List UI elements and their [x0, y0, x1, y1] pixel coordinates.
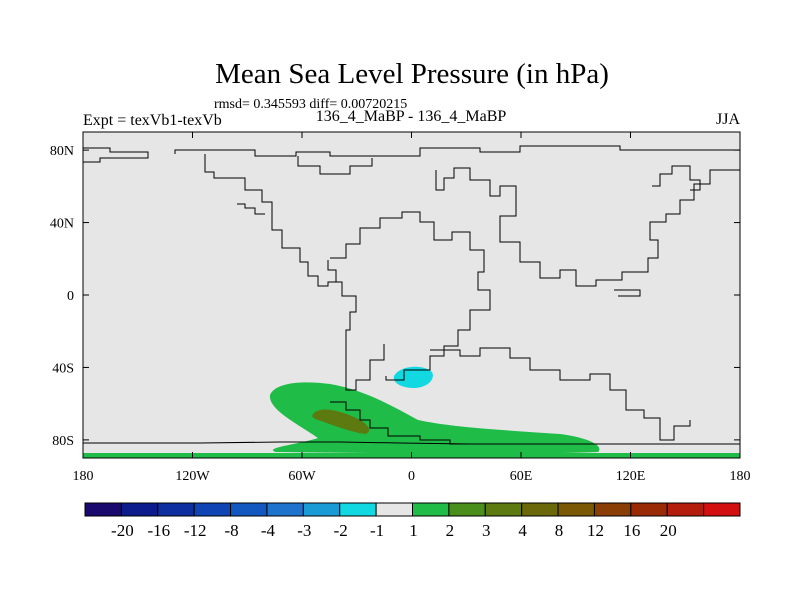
colorbar-swatch	[339, 502, 377, 517]
colorbar-label: -16	[147, 521, 170, 540]
colorbar-label: 12	[587, 521, 604, 540]
coastline-northern-land	[83, 147, 149, 163]
coastline-islands-b	[614, 289, 641, 297]
coastline-africa	[330, 211, 491, 381]
x-tick-label: 120E	[616, 469, 646, 484]
colorbar-swatch	[593, 502, 632, 517]
colorbar-swatch	[157, 502, 195, 517]
y-tick-label: 80S	[52, 434, 74, 449]
colorbar-label: -8	[224, 521, 238, 540]
coastline-east-asia	[652, 165, 701, 191]
x-tick-label: 180	[73, 469, 94, 484]
coastline-australia-antarctic-margin	[430, 347, 691, 441]
colorbar-swatch	[703, 502, 741, 517]
map-background	[83, 132, 740, 458]
colorbar-swatch	[448, 502, 486, 517]
coastlines	[83, 145, 740, 445]
coastline-antarctica	[330, 401, 470, 445]
colorbar-swatch	[521, 502, 559, 517]
center-label: 136_4_MaBP - 136_4_MaBP	[316, 108, 507, 125]
colorbar-swatch	[666, 502, 705, 517]
coastline-greenland	[297, 156, 373, 175]
anomaly-positive-3-4	[312, 409, 370, 434]
right-label: JJA	[716, 111, 740, 128]
y-tick-label: 80N	[50, 144, 74, 159]
colorbar-swatch	[84, 502, 122, 517]
colorbar-swatch	[230, 502, 268, 517]
stats-line: rmsd= 0.345593 diff= 0.00720215	[214, 97, 407, 112]
y-tick-label: 0	[67, 289, 74, 304]
colorbar-label: -1	[370, 521, 384, 540]
colorbar-label: 3	[482, 521, 491, 540]
x-tick-label: 60E	[510, 469, 533, 484]
colorbar-label: 20	[660, 521, 677, 540]
colorbar-swatch	[120, 502, 159, 517]
y-tick-label: 40S	[52, 361, 74, 376]
y-tick-label: 40N	[50, 217, 74, 232]
left-label: Expt = texVb1-texVb	[83, 112, 222, 129]
anomaly-positive-1-2	[269, 382, 600, 454]
colorbar-label: -20	[111, 521, 134, 540]
colorbar-swatch	[484, 502, 523, 517]
colorbar-label: -12	[184, 521, 207, 540]
axis-ticks: 180 120W 60W 0 60E 120E 180 80N 40N 0 40S 80S	[50, 132, 751, 484]
x-tick-label: 60W	[288, 469, 316, 484]
coastline-antarctic-rim	[83, 441, 740, 445]
coastline-arctic	[174, 145, 740, 157]
x-tick-label: 120W	[175, 469, 210, 484]
colorbar-label: -3	[297, 521, 311, 540]
coastline-europe-asia	[435, 167, 740, 287]
colorbar-swatch	[375, 502, 414, 517]
colorbar-label: -2	[334, 521, 348, 540]
coastline-islands-a	[237, 203, 265, 215]
colorbar-swatch	[412, 502, 450, 517]
colorbar-swatch	[557, 502, 595, 517]
colorbar-label: 1	[409, 521, 418, 540]
colorbar-label: 4	[518, 521, 527, 540]
colorbar-label: 2	[446, 521, 455, 540]
chart-title: Mean Sea Level Pressure (in hPa)	[215, 58, 609, 90]
coastline-north-america	[204, 154, 337, 287]
colorbar-swatch	[266, 502, 304, 517]
colorbar-label: 8	[555, 521, 564, 540]
colorbar-swatch	[193, 502, 232, 517]
colorbar-label: 16	[623, 521, 640, 540]
colorbar-swatch	[630, 502, 668, 517]
colorbar-label: -4	[261, 521, 276, 540]
colorbar-swatch	[302, 502, 341, 517]
coastline-south-america	[330, 281, 385, 391]
x-tick-label: 180	[730, 469, 751, 484]
colorbar: -20 -16 -12 -8 -4 -3 -2 -1 1 2 3 4 8 12 16 20	[84, 502, 741, 540]
x-tick-label: 0	[408, 469, 415, 484]
